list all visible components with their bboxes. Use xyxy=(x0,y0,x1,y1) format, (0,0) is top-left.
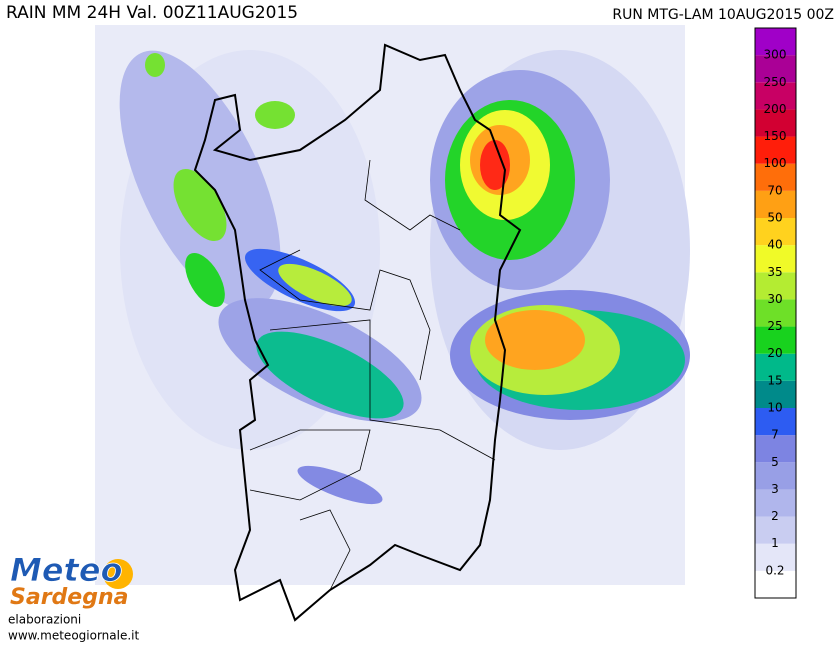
province-borders xyxy=(249,159,496,591)
logo: Meteo Sardegna elaborazioni www.meteogio… xyxy=(8,551,139,643)
legend-swatch xyxy=(755,272,796,300)
legend-swatch xyxy=(755,435,796,463)
legend-swatch xyxy=(755,299,796,327)
legend-label: 3 xyxy=(771,482,779,496)
legend-swatch xyxy=(755,82,796,110)
map-title: RAIN MM 24H Val. 00Z11AUG2015 xyxy=(6,3,298,23)
legend-label: 2 xyxy=(771,509,779,523)
legend-label: 150 xyxy=(764,129,787,143)
legend-swatch xyxy=(755,543,796,571)
legend-swatch xyxy=(755,136,796,164)
legend-label: 70 xyxy=(767,183,782,197)
legend-label: 50 xyxy=(767,211,782,225)
legend-label: 200 xyxy=(764,102,787,116)
legend-label: 20 xyxy=(767,346,782,360)
legend-label: 100 xyxy=(764,156,787,170)
legend-label: 35 xyxy=(767,265,782,279)
legend-swatch xyxy=(755,326,796,354)
legend-swatch xyxy=(755,380,796,408)
legend-swatch xyxy=(755,245,796,273)
credit-text: elaborazioni xyxy=(8,613,81,627)
legend-swatch xyxy=(755,163,796,191)
logo-bottom: Sardegna xyxy=(10,585,128,610)
run-label: RUN MTG-LAM 10AUG2015 00Z xyxy=(612,7,834,23)
legend-swatch xyxy=(755,190,796,218)
legend-label: 7 xyxy=(771,428,779,442)
site-url: www.meteogiornale.it xyxy=(8,629,139,643)
legend-swatch xyxy=(755,218,796,246)
legend-label: 30 xyxy=(767,292,782,306)
legend-swatch xyxy=(755,570,796,598)
legend-label: 25 xyxy=(767,319,782,333)
legend-label: 0.2 xyxy=(765,563,784,577)
legend-swatch xyxy=(755,353,796,381)
legend-label: 300 xyxy=(764,48,787,62)
legend-label: 250 xyxy=(764,75,787,89)
legend-frame xyxy=(754,27,797,599)
legend-label: 5 xyxy=(771,455,779,469)
sun-icon xyxy=(103,559,133,589)
legend-swatch xyxy=(755,489,796,517)
legend-swatch xyxy=(755,516,796,544)
precipitation-field xyxy=(95,25,690,585)
color-legend: 0.21235710152025303540507010015020025030… xyxy=(754,27,797,599)
island-outline xyxy=(193,43,522,622)
legend-label: 40 xyxy=(767,238,782,252)
logo-top: Meteo xyxy=(10,551,123,589)
legend-swatch xyxy=(755,462,796,490)
legend-swatch xyxy=(755,109,796,137)
legend-label: 1 xyxy=(771,536,779,550)
legend-label: 15 xyxy=(767,373,782,387)
legend-swatch xyxy=(755,28,796,56)
legend-swatch xyxy=(755,55,796,83)
legend-swatch xyxy=(755,408,796,436)
legend-label: 10 xyxy=(767,401,782,415)
